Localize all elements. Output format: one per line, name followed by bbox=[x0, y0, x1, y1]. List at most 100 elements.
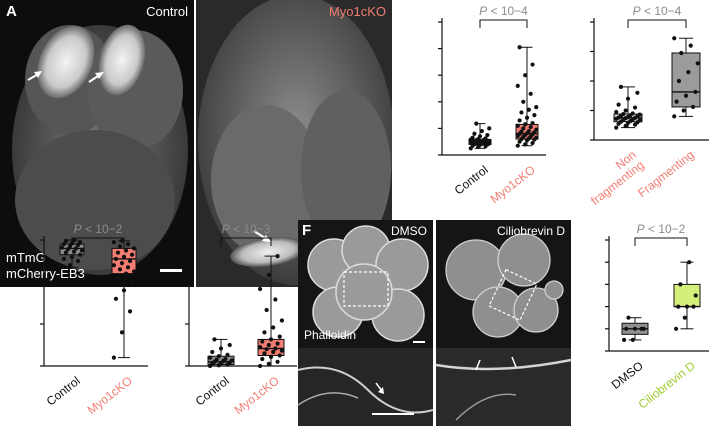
data-point bbox=[672, 36, 677, 41]
data-point bbox=[77, 252, 83, 257]
data-point bbox=[479, 128, 484, 134]
panel-letter-a: A bbox=[6, 3, 17, 20]
data-point bbox=[216, 354, 221, 359]
micrograph-ciliobrevin: Ciliobrevin D bbox=[436, 220, 571, 426]
data-point bbox=[210, 349, 215, 355]
data-point bbox=[681, 108, 686, 113]
data-point bbox=[530, 140, 535, 146]
p-value-threshold: < 10−3 bbox=[230, 222, 271, 236]
data-point bbox=[690, 104, 696, 110]
embryo-ko-image bbox=[196, 0, 392, 287]
stain-label-mtmg: mTmG bbox=[6, 250, 46, 265]
data-point bbox=[275, 341, 280, 346]
data-point bbox=[623, 123, 628, 128]
data-point bbox=[682, 315, 687, 320]
data-point bbox=[119, 261, 125, 266]
micrograph-myo1cko: Myo1cKO bbox=[196, 0, 392, 287]
data-point bbox=[530, 120, 535, 126]
category-label-line: Control bbox=[44, 374, 83, 409]
data-point bbox=[266, 342, 271, 348]
data-point bbox=[75, 258, 81, 264]
data-point bbox=[693, 89, 698, 95]
p-value-label: P < 10−3 bbox=[222, 222, 271, 236]
data-point bbox=[273, 297, 278, 302]
significance-bracket bbox=[627, 19, 687, 28]
data-point bbox=[678, 282, 683, 287]
p-value-label: P < 10−4 bbox=[479, 4, 528, 18]
data-point bbox=[119, 238, 125, 243]
data-point bbox=[69, 241, 75, 246]
category-label-line: Control bbox=[193, 374, 232, 409]
data-point bbox=[686, 70, 691, 75]
myo1cko-label: Myo1cKO bbox=[328, 4, 386, 19]
data-point bbox=[625, 96, 631, 101]
data-point bbox=[637, 112, 642, 117]
category-label-0: Control bbox=[193, 374, 232, 409]
data-point bbox=[688, 43, 693, 48]
data-point bbox=[67, 244, 73, 249]
data-point bbox=[528, 91, 533, 96]
data-point bbox=[271, 349, 276, 355]
data-point bbox=[623, 108, 628, 113]
data-point bbox=[487, 126, 492, 131]
data-point bbox=[487, 138, 492, 144]
data-point bbox=[67, 263, 73, 268]
data-point bbox=[691, 304, 696, 309]
data-point bbox=[257, 363, 263, 369]
data-point bbox=[477, 134, 483, 139]
category-label-line: Myo1cKO bbox=[488, 163, 538, 206]
data-point bbox=[674, 99, 679, 104]
data-point bbox=[528, 124, 533, 130]
data-point bbox=[127, 258, 133, 264]
data-point bbox=[73, 246, 79, 251]
data-point bbox=[630, 111, 635, 116]
data-point bbox=[517, 45, 522, 50]
data-point bbox=[214, 357, 219, 362]
category-label-line: DMSO bbox=[609, 359, 646, 392]
category-label-0: Control bbox=[452, 163, 491, 198]
data-point bbox=[262, 330, 267, 335]
data-point bbox=[212, 337, 217, 342]
p-value-symbol: P bbox=[637, 222, 645, 236]
data-point bbox=[523, 142, 528, 147]
data-point bbox=[630, 337, 635, 342]
data-point bbox=[470, 135, 475, 140]
data-point bbox=[624, 326, 629, 331]
data-point bbox=[268, 337, 274, 342]
data-point bbox=[121, 254, 127, 259]
scale-bar bbox=[160, 269, 182, 272]
data-point bbox=[131, 269, 137, 274]
data-point bbox=[223, 356, 228, 362]
data-point bbox=[618, 84, 624, 89]
category-label-line: Ciliobrevin D bbox=[636, 358, 698, 411]
data-point bbox=[472, 131, 477, 136]
data-point bbox=[227, 342, 232, 348]
data-point bbox=[515, 83, 520, 88]
micrograph-dmso: DMSO Phalloidin bbox=[298, 220, 433, 426]
data-point bbox=[519, 129, 524, 134]
data-point bbox=[676, 304, 681, 309]
category-label-0: Nonfragmenting bbox=[580, 148, 647, 208]
data-point bbox=[65, 247, 71, 252]
data-point bbox=[485, 132, 490, 138]
category-label-1: Myo1cKO bbox=[85, 374, 135, 417]
category-label-line: Fragmenting bbox=[635, 148, 697, 201]
data-point bbox=[632, 105, 638, 110]
data-point bbox=[119, 330, 125, 335]
data-point bbox=[61, 242, 67, 247]
data-point bbox=[614, 125, 619, 130]
data-point bbox=[521, 126, 526, 131]
data-point bbox=[123, 271, 129, 276]
chart-e-spindle-rotation: P < 10−3 Control Myo1cKO bbox=[185, 222, 297, 417]
category-label-line: Myo1cKO bbox=[85, 374, 135, 417]
significance-bracket bbox=[220, 237, 272, 246]
stain-label-eb3: mCherry-EB3 bbox=[6, 266, 85, 281]
data-point bbox=[125, 242, 131, 247]
data-point bbox=[277, 334, 282, 339]
data-point bbox=[113, 296, 119, 301]
data-point bbox=[275, 254, 280, 259]
p-value-symbol: P bbox=[222, 222, 230, 236]
data-point bbox=[77, 240, 83, 245]
